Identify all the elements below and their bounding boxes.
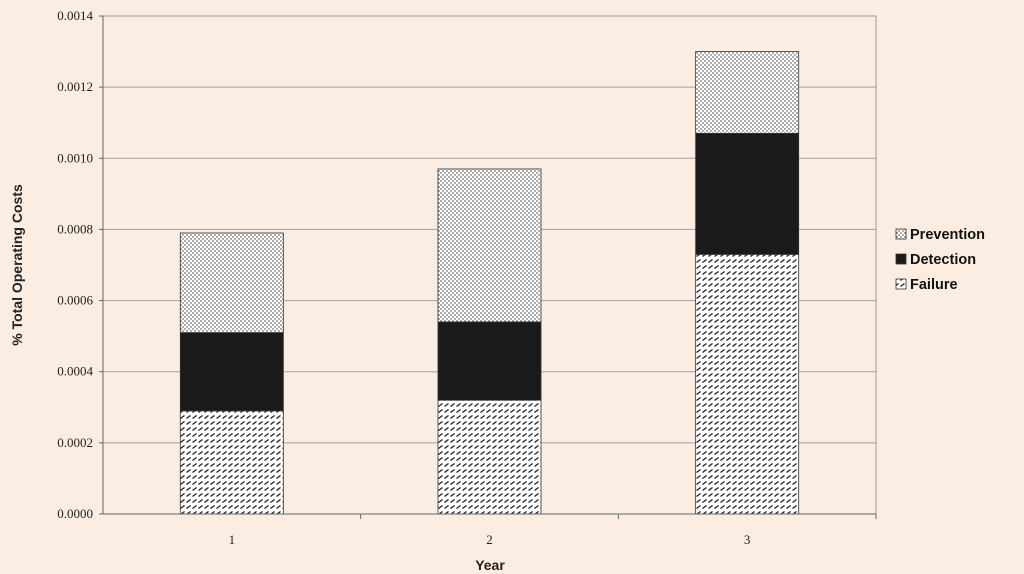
- bar-failure-3: [695, 253, 800, 515]
- bar-prevention-3: [695, 51, 800, 134]
- x-axis-ticks: 1 2 3: [229, 514, 877, 547]
- x-axis-title: Year: [475, 557, 505, 573]
- x-tick-label: 2: [486, 532, 493, 547]
- bars: [179, 51, 800, 515]
- y-tick-label: 0.0004: [57, 364, 93, 379]
- y-axis-ticks: 0.0000 0.0002 0.0004 0.0006 0.0008 0.0010 0.00…: [57, 8, 103, 521]
- y-tick-label: 0.0000: [57, 506, 93, 521]
- bar-detection-3: [695, 132, 800, 255]
- bar-detection-1: [179, 332, 284, 412]
- bar-detection-2: [437, 321, 542, 401]
- y-tick-label: 0.0002: [57, 435, 93, 450]
- legend-swatch-failure: [895, 278, 907, 290]
- y-tick-label: 0.0008: [57, 221, 93, 236]
- y-tick-label: 0.0010: [57, 150, 93, 165]
- y-axis-title: % Total Operating Costs: [9, 184, 25, 346]
- bar-prevention-1: [179, 232, 284, 333]
- legend-label-detection: Detection: [910, 252, 976, 268]
- bar-failure-1: [179, 410, 284, 515]
- x-tick-label: 3: [744, 532, 751, 547]
- legend-swatch-detection: [895, 253, 907, 265]
- y-tick-label: 0.0006: [57, 293, 93, 308]
- legend-label-failure: Failure: [910, 277, 958, 293]
- y-tick-label: 0.0012: [57, 79, 93, 94]
- legend-swatch-prevention: [895, 228, 907, 240]
- bar-prevention-2: [437, 168, 542, 323]
- legend-label-prevention: Prevention: [910, 227, 985, 243]
- y-tick-label: 0.0014: [57, 8, 93, 23]
- x-tick-label: 1: [229, 532, 236, 547]
- bar-failure-2: [437, 399, 542, 515]
- legend: Prevention Detection Failure: [895, 227, 985, 293]
